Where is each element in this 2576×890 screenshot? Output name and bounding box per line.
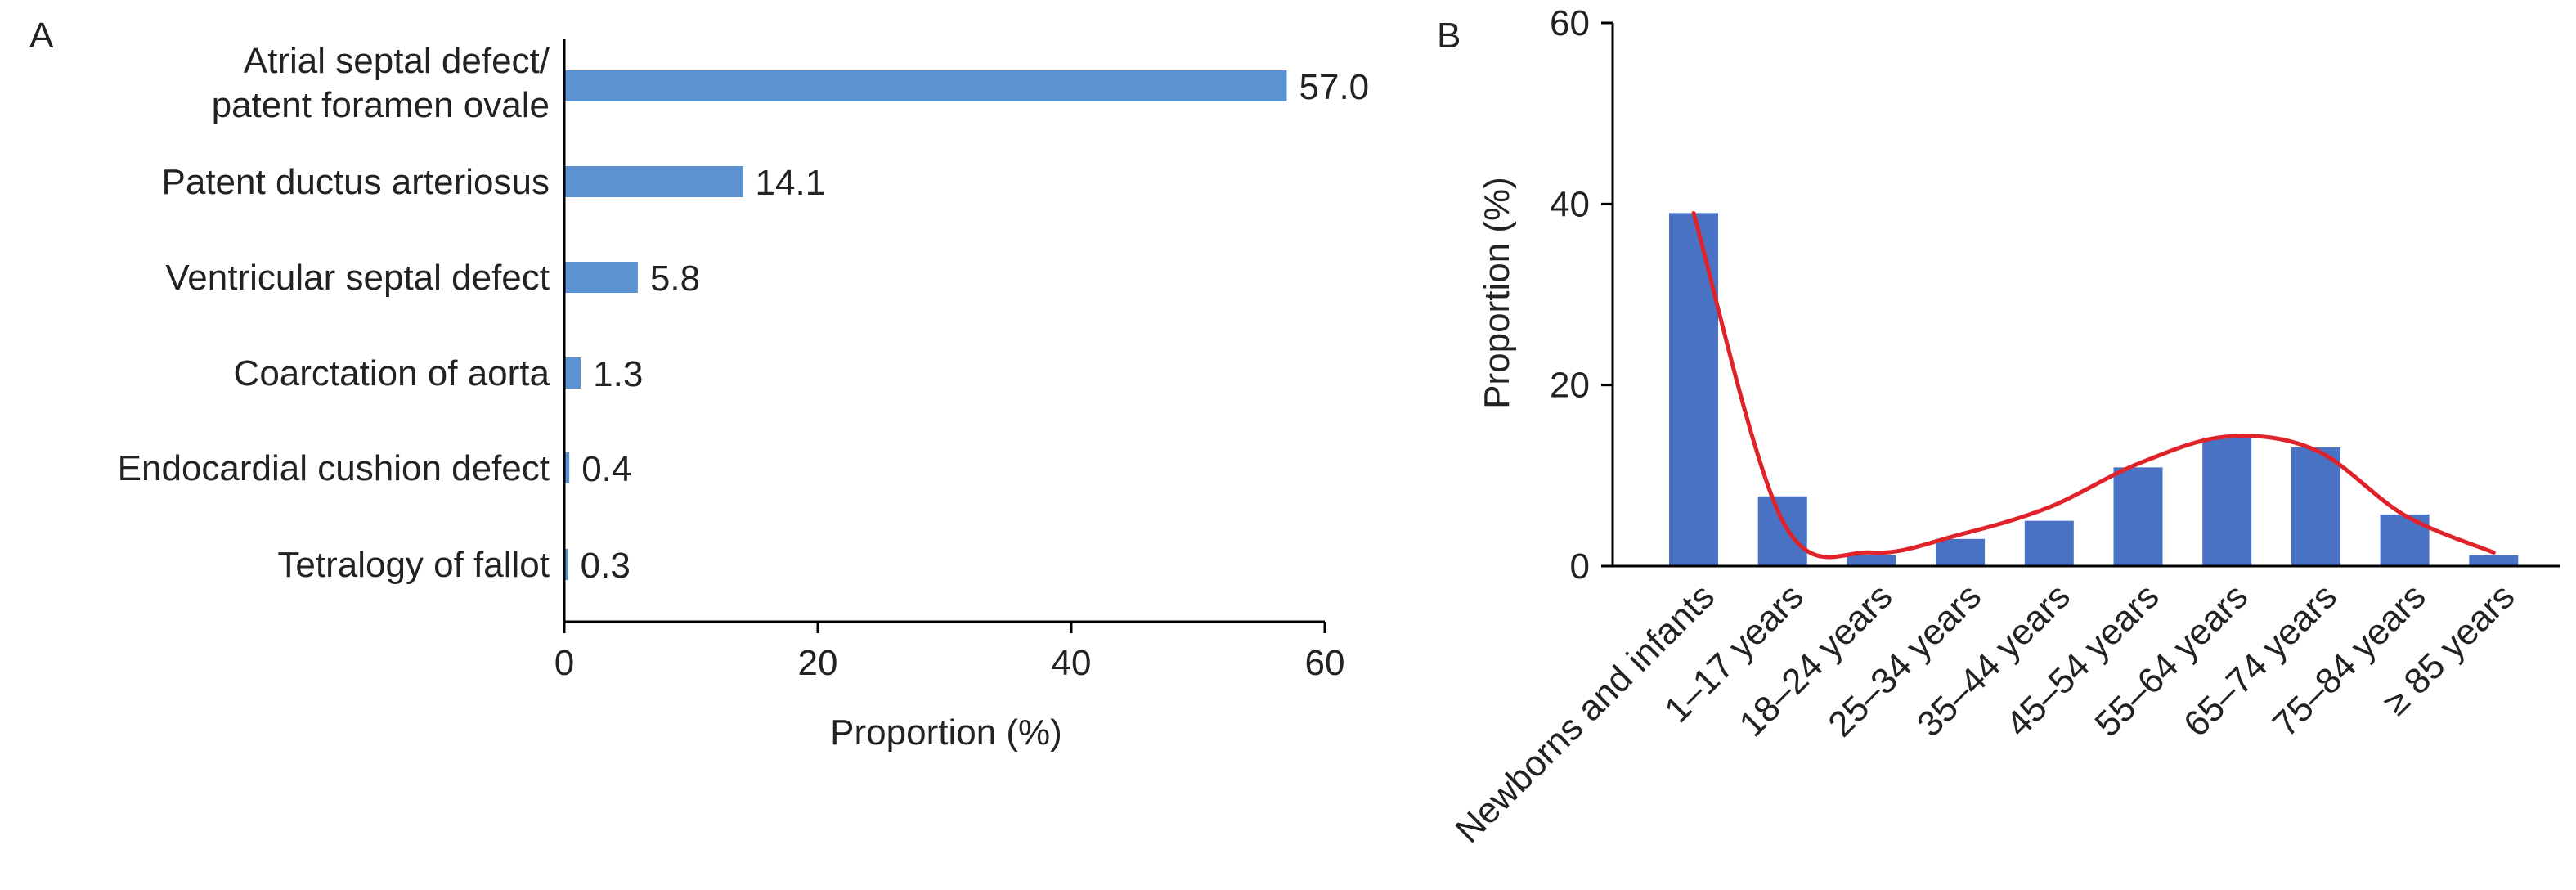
panel-a-value-label: 0.4 [581, 449, 631, 489]
panel-b-y-tick-label: 60 [1550, 3, 1590, 43]
panel-b-y-axis-title: Proportion (%) [1477, 177, 1517, 409]
panel-a-bar [564, 166, 743, 197]
panel-a-value-labels: 57.0 14.1 5.8 1.3 0.4 0.3 [581, 67, 1369, 586]
panel-b-bar [2202, 437, 2252, 566]
panel-b-bar [2291, 447, 2340, 566]
panel-b-y-ticks: 0 20 40 60 [1550, 3, 1613, 587]
panel-b-bar [1669, 213, 1718, 566]
panel-b-bar [1936, 538, 1986, 566]
panel-b-axes [1611, 23, 2560, 568]
panel-a-x-tick-label: 0 [554, 643, 574, 683]
panel-b-trend-line [1691, 210, 2496, 560]
panel-a-category-label: Endocardial cushion defect [118, 448, 550, 488]
panel-a-bar-chart: A Atrial septal defect/patent foramen ov… [29, 16, 1369, 753]
panel-a-x-tick-label: 40 [1052, 643, 1092, 683]
panel-a-value-label: 57.0 [1299, 67, 1370, 107]
panel-b-bar [2024, 520, 2074, 566]
panel-a-x-axis-title: Proportion (%) [830, 712, 1062, 753]
panel-a-bar [564, 70, 1287, 101]
panel-a-bar [564, 357, 581, 389]
panel-a-value-label: 1.3 [593, 354, 643, 394]
panel-a-value-label: 14.1 [756, 163, 826, 203]
panel-b-bar [2469, 555, 2519, 566]
panel-a-category-label: Atrial septal defect/patent foramen oval… [212, 41, 550, 125]
panel-b-y-tick-label: 20 [1550, 366, 1590, 406]
panel-b-y-tick-label: 40 [1550, 184, 1590, 224]
panel-a-bar [564, 549, 568, 580]
panel-b-label: B [1437, 16, 1461, 56]
panel-a-category-label: Patent ductus arteriosus [162, 162, 550, 202]
panel-a-x-ticks: 0 20 40 60 [554, 622, 1345, 683]
panel-a-value-label: 5.8 [650, 258, 700, 299]
panel-a-bar [564, 262, 638, 293]
panel-a-bars [564, 70, 1287, 580]
panel-b-bars [1669, 213, 2519, 566]
panel-a-category-label: Coarctation of aorta [234, 353, 550, 393]
panel-a-category-label: Tetralogy of fallot [277, 545, 550, 585]
panel-b-y-tick-label: 0 [1570, 546, 1590, 587]
panel-a-axes [563, 39, 1325, 623]
panel-a-bar [564, 452, 570, 483]
panel-a-label: A [29, 16, 54, 56]
panel-a-x-tick-label: 60 [1305, 643, 1345, 683]
panel-a-category-labels: Atrial septal defect/patent foramen oval… [118, 41, 550, 585]
panel-a-value-label: 0.3 [581, 546, 631, 586]
panel-b-bar [2113, 467, 2163, 566]
panel-a-category-label: Ventricular septal defect [165, 258, 550, 298]
panel-b-bar [1847, 555, 1896, 566]
panel-b-bar [1757, 496, 1807, 566]
panel-a-x-tick-label: 20 [798, 643, 838, 683]
